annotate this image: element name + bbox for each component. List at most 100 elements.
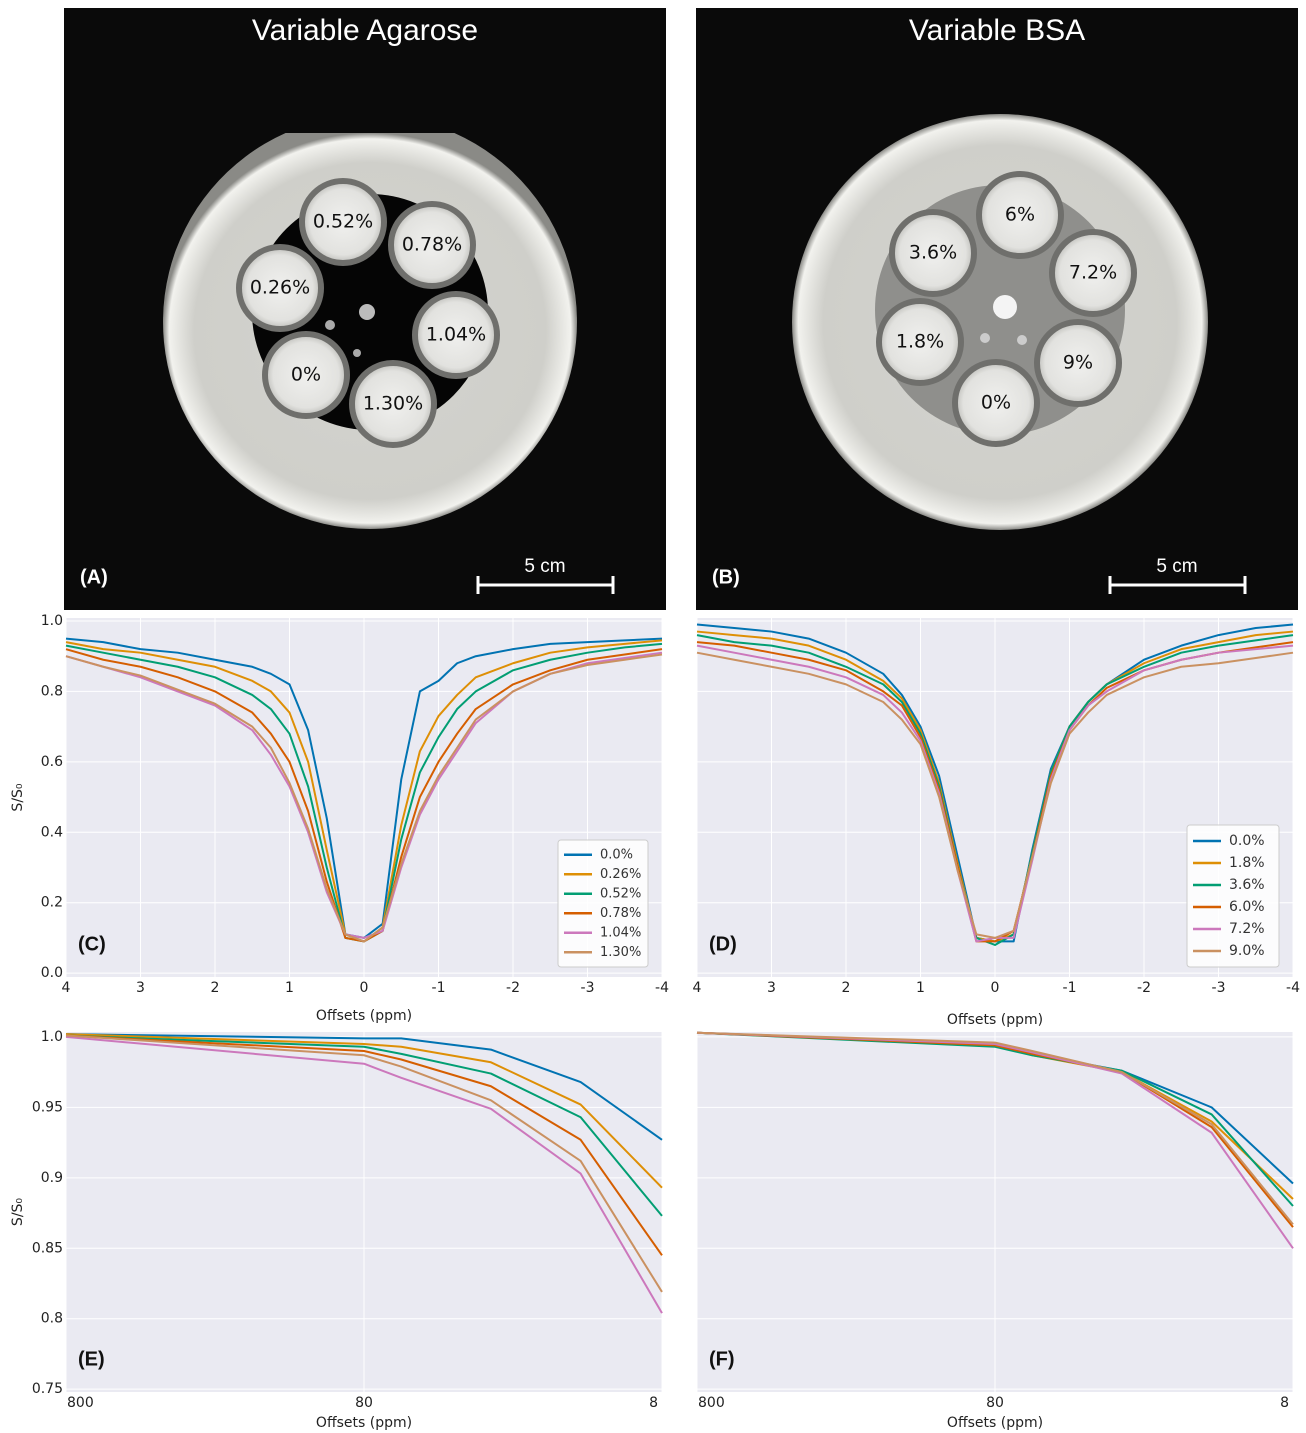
legend-label: 0.0%: [600, 847, 633, 862]
series-line: [696, 634, 1294, 946]
x-tick-label: -2: [506, 980, 520, 996]
x-tick-label: -1: [1063, 980, 1077, 996]
x-axis-label: Offsets (ppm): [316, 1008, 412, 1024]
x-tick-label: 800: [698, 1395, 725, 1411]
x-tick-label: 4: [62, 980, 71, 996]
vial-label: 0.52%: [313, 211, 373, 233]
legend-label: 1.30%: [600, 945, 641, 960]
series-line: [65, 1034, 663, 1256]
legend-label: 0.26%: [600, 867, 641, 882]
vial: [349, 360, 437, 448]
x-tick-label: -4: [655, 980, 669, 996]
x-axis-label: Offsets (ppm): [316, 1415, 412, 1431]
series-line: [65, 1033, 663, 1141]
x-tick-label: 80: [355, 1395, 373, 1411]
panel-label: (D): [709, 933, 737, 955]
series-line: [65, 1034, 663, 1217]
legend-label: 1.8%: [1229, 855, 1265, 871]
phantom-dot: [353, 349, 361, 357]
panel-label: (E): [78, 1348, 105, 1370]
y-tick-label: 0.0: [41, 965, 63, 981]
series-line: [65, 1034, 663, 1293]
vial: [262, 331, 350, 419]
x-tick-label: -2: [1137, 980, 1151, 996]
scale-bar-label: 5 cm: [1156, 556, 1197, 577]
legend-label: 7.2%: [1229, 921, 1265, 937]
x-tick-label: 2: [842, 980, 851, 996]
phantom-dot: [980, 333, 990, 343]
x-tick-label: -1: [432, 980, 446, 996]
y-tick-label: 0.85: [32, 1240, 63, 1256]
vial-label: 3.6%: [909, 242, 957, 264]
series-line: [65, 1033, 663, 1189]
y-tick-label: 0.9: [41, 1170, 63, 1186]
panel-label: (F): [709, 1348, 735, 1370]
series-line: [65, 653, 663, 943]
phantom-dot: [325, 320, 335, 330]
y-tick-label: 0.6: [41, 754, 63, 770]
legend: [1186, 824, 1280, 968]
vial-label: 0%: [981, 392, 1011, 414]
x-tick-label: 0: [360, 980, 369, 996]
series-line: [696, 1031, 1294, 1225]
y-tick-label: 0.95: [32, 1099, 63, 1115]
image-title: Variable BSA: [909, 14, 1085, 47]
x-tick-label: 8: [1280, 1395, 1289, 1411]
vial-label: 1.30%: [363, 393, 423, 415]
vial-label: 0.78%: [402, 234, 462, 256]
vial-label: 1.04%: [426, 324, 486, 346]
vial: [889, 209, 977, 297]
x-axis-label: Offsets (ppm): [947, 1012, 1043, 1028]
vial-label: 1.8%: [896, 331, 944, 353]
vial-label: 6%: [1005, 204, 1035, 226]
vial: [388, 201, 476, 289]
phantom-dot: [359, 304, 375, 320]
legend-label: 0.52%: [600, 886, 641, 901]
phantom-dot: [1017, 335, 1027, 345]
series-line: [696, 651, 1294, 939]
x-tick-label: 1: [285, 980, 294, 996]
series-line: [696, 1031, 1294, 1249]
y-tick-label: 0.4: [41, 824, 63, 840]
x-tick-label: -3: [581, 980, 595, 996]
panel-label: (A): [80, 566, 108, 588]
y-axis-label: S/S₀: [10, 1198, 26, 1226]
x-tick-label: 1: [916, 980, 925, 996]
y-tick-label: 1.0: [41, 1029, 63, 1045]
panel-label: (C): [78, 933, 106, 955]
x-tick-label: 80: [986, 1395, 1004, 1411]
vial-label: 0.26%: [250, 277, 310, 299]
y-axis-label: S/S₀: [10, 783, 26, 811]
vial: [236, 244, 324, 332]
x-tick-label: -3: [1212, 980, 1226, 996]
vial: [876, 298, 964, 386]
vial: [976, 171, 1064, 259]
y-tick-label: 0.8: [41, 1311, 63, 1327]
y-tick-label: 0.75: [32, 1381, 63, 1397]
vial-label: 9%: [1063, 352, 1093, 374]
x-tick-label: 0: [991, 980, 1000, 996]
x-tick-label: 800: [67, 1395, 94, 1411]
x-tick-label: 3: [136, 980, 145, 996]
vial-label: 0%: [291, 364, 321, 386]
legend-label: 0.0%: [1229, 833, 1265, 849]
legend-label: 0.78%: [600, 906, 641, 921]
legend-label: 9.0%: [1229, 943, 1265, 959]
y-tick-label: 0.8: [41, 683, 63, 699]
vial: [1034, 319, 1122, 407]
x-tick-label: 8: [649, 1395, 658, 1411]
x-tick-label: -4: [1286, 980, 1300, 996]
vial-label: 7.2%: [1069, 262, 1117, 284]
panel-label: (B): [712, 566, 740, 588]
y-tick-label: 1.0: [41, 613, 63, 629]
phantom-dot: [993, 295, 1017, 319]
x-axis-label: Offsets (ppm): [947, 1415, 1043, 1431]
vial: [1049, 229, 1137, 317]
legend-label: 1.04%: [600, 925, 641, 940]
x-tick-label: 2: [211, 980, 220, 996]
legend-label: 6.0%: [1229, 899, 1265, 915]
legend: [557, 839, 649, 968]
x-tick-label: 4: [693, 980, 702, 996]
x-tick-label: 3: [767, 980, 776, 996]
